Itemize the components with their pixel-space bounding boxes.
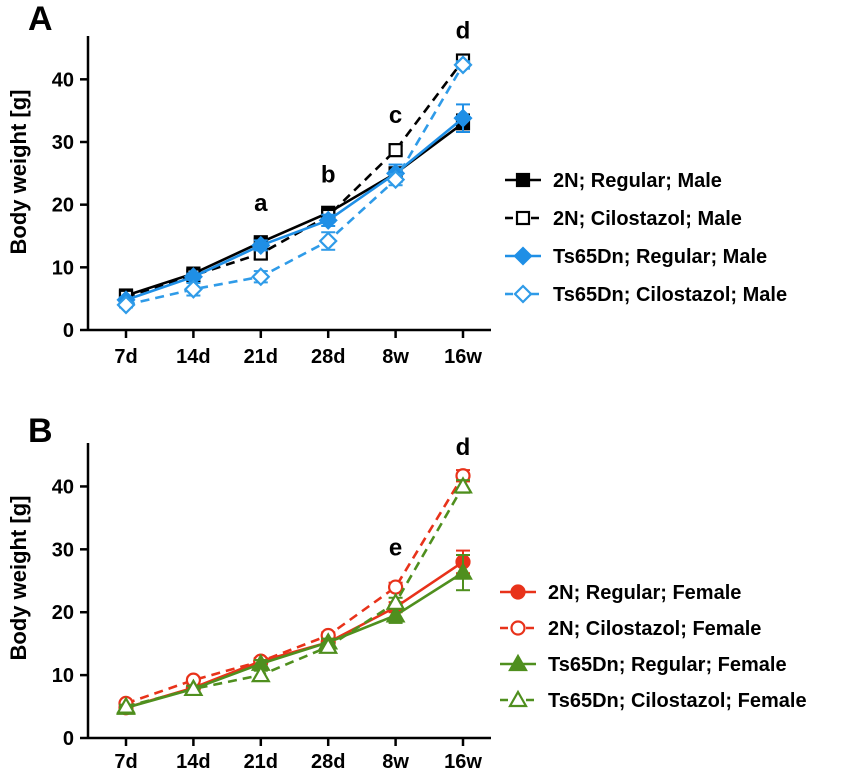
data-point bbox=[388, 579, 404, 595]
y-axis-label: Body weight [g] bbox=[6, 90, 31, 255]
series-line bbox=[125, 122, 464, 297]
data-point bbox=[388, 143, 403, 158]
y-tick-label: 20 bbox=[52, 195, 74, 217]
y-tick-label: 30 bbox=[52, 539, 74, 561]
series-line bbox=[125, 59, 465, 299]
data-point bbox=[386, 170, 406, 190]
annotation-label: d bbox=[456, 434, 471, 461]
data-point bbox=[116, 696, 136, 714]
data-point bbox=[251, 235, 271, 255]
chart-panel-b: B Body weight [g] 0 10 20 30 40 7d 14d 21d 28d 8w… bbox=[6, 412, 807, 773]
y-tick-label: 40 bbox=[52, 476, 74, 498]
x-tick-label: 14d bbox=[176, 346, 210, 368]
legend-marker bbox=[513, 246, 533, 266]
legend-label: Ts65Dn; Cilostazol; Male bbox=[553, 284, 787, 306]
series-line bbox=[125, 117, 464, 302]
data-point bbox=[318, 231, 338, 251]
legend-marker bbox=[513, 284, 533, 304]
annotation-label: c bbox=[389, 102, 402, 129]
y-tick-label: 40 bbox=[52, 69, 74, 91]
x-tick-label: 14d bbox=[176, 751, 210, 773]
series-2n-cilostazol-female bbox=[118, 468, 471, 712]
data-point bbox=[385, 605, 406, 623]
y-axis-label: Body weight [g] bbox=[6, 496, 31, 661]
x-tick-label: 7d bbox=[114, 346, 137, 368]
legend-label: 2N; Regular; Female bbox=[548, 582, 741, 604]
data-point bbox=[251, 267, 271, 287]
annotation-label: d bbox=[456, 18, 471, 45]
series-line bbox=[125, 571, 464, 710]
x-tick-label: 28d bbox=[311, 751, 345, 773]
y-tick-label: 10 bbox=[52, 665, 74, 687]
series-line bbox=[125, 64, 465, 307]
legend-item: Ts65Dn; Regular; Female bbox=[500, 653, 787, 676]
x-tick-label: 8w bbox=[382, 346, 409, 368]
x-tick-label: 21d bbox=[244, 346, 278, 368]
legend-label: 2N; Regular; Male bbox=[553, 170, 722, 192]
x-tick-label: 8w bbox=[382, 751, 409, 773]
x-tick-label: 7d bbox=[114, 751, 137, 773]
series-ts65dn-cilostazol-male bbox=[116, 55, 473, 315]
legend-label: 2N; Cilostazol; Male bbox=[553, 208, 742, 230]
legend-marker bbox=[515, 172, 531, 188]
y-tick-label: 0 bbox=[63, 320, 74, 342]
data-point bbox=[183, 678, 204, 697]
legend-item: Ts65Dn; Cilostazol; Female bbox=[500, 689, 807, 712]
y-tick-label: 0 bbox=[63, 728, 74, 750]
legend-item: Ts65Dn; Cilostazol; Male bbox=[505, 284, 787, 306]
y-tick-label: 10 bbox=[52, 257, 74, 279]
data-point bbox=[453, 562, 473, 580]
annotation-label: a bbox=[254, 190, 268, 217]
legend-label: Ts65Dn; Regular; Male bbox=[553, 246, 767, 268]
y-tick-label: 20 bbox=[52, 602, 74, 624]
series-line bbox=[125, 475, 465, 705]
legend-marker bbox=[510, 620, 526, 636]
legend-item: 2N; Regular; Male bbox=[505, 170, 722, 192]
legend-marker bbox=[508, 653, 528, 672]
x-tick-label: 21d bbox=[244, 751, 278, 773]
legend-item: 2N; Cilostazol; Female bbox=[500, 618, 761, 640]
legend-item: 2N; Cilostazol; Male bbox=[505, 208, 742, 230]
panel-label: B bbox=[28, 412, 53, 450]
legend-item: 2N; Regular; Female bbox=[500, 582, 741, 604]
legend-marker bbox=[508, 689, 528, 708]
data-point bbox=[116, 295, 136, 315]
annotation-label: e bbox=[389, 535, 402, 562]
legend-label: Ts65Dn; Regular; Female bbox=[548, 654, 787, 676]
legend-marker bbox=[510, 584, 526, 600]
legend-label: Ts65Dn; Cilostazol; Female bbox=[548, 690, 807, 712]
data-point bbox=[453, 55, 473, 75]
data-point bbox=[250, 664, 271, 683]
series-ts65dn-regular-male bbox=[116, 103, 473, 310]
panel-label: A bbox=[28, 0, 53, 38]
annotation-label: b bbox=[321, 162, 336, 189]
chart-panel-a: A Body weight [g] 0 10 20 30 40 7d 14d 21d 28d 8w… bbox=[6, 0, 787, 368]
series-2n-cilostazol-male bbox=[118, 53, 471, 304]
series-ts65dn-regular-female bbox=[116, 553, 473, 715]
data-point bbox=[453, 108, 473, 128]
data-point bbox=[318, 636, 339, 654]
legend-label: 2N; Cilostazol; Female bbox=[548, 618, 761, 640]
x-tick-label: 28d bbox=[311, 346, 345, 368]
data-point bbox=[183, 279, 203, 299]
data-point bbox=[385, 592, 406, 610]
series-ts65dn-cilostazol-female bbox=[116, 476, 473, 714]
x-tick-label: 16w bbox=[444, 346, 482, 368]
legend-item: Ts65Dn; Regular; Male bbox=[505, 246, 767, 268]
data-point bbox=[453, 476, 473, 494]
x-tick-label: 16w bbox=[444, 751, 482, 773]
data-point bbox=[318, 210, 338, 230]
legend-marker bbox=[515, 210, 531, 226]
y-tick-label: 30 bbox=[52, 132, 74, 154]
series-2n-regular-female bbox=[118, 549, 471, 716]
